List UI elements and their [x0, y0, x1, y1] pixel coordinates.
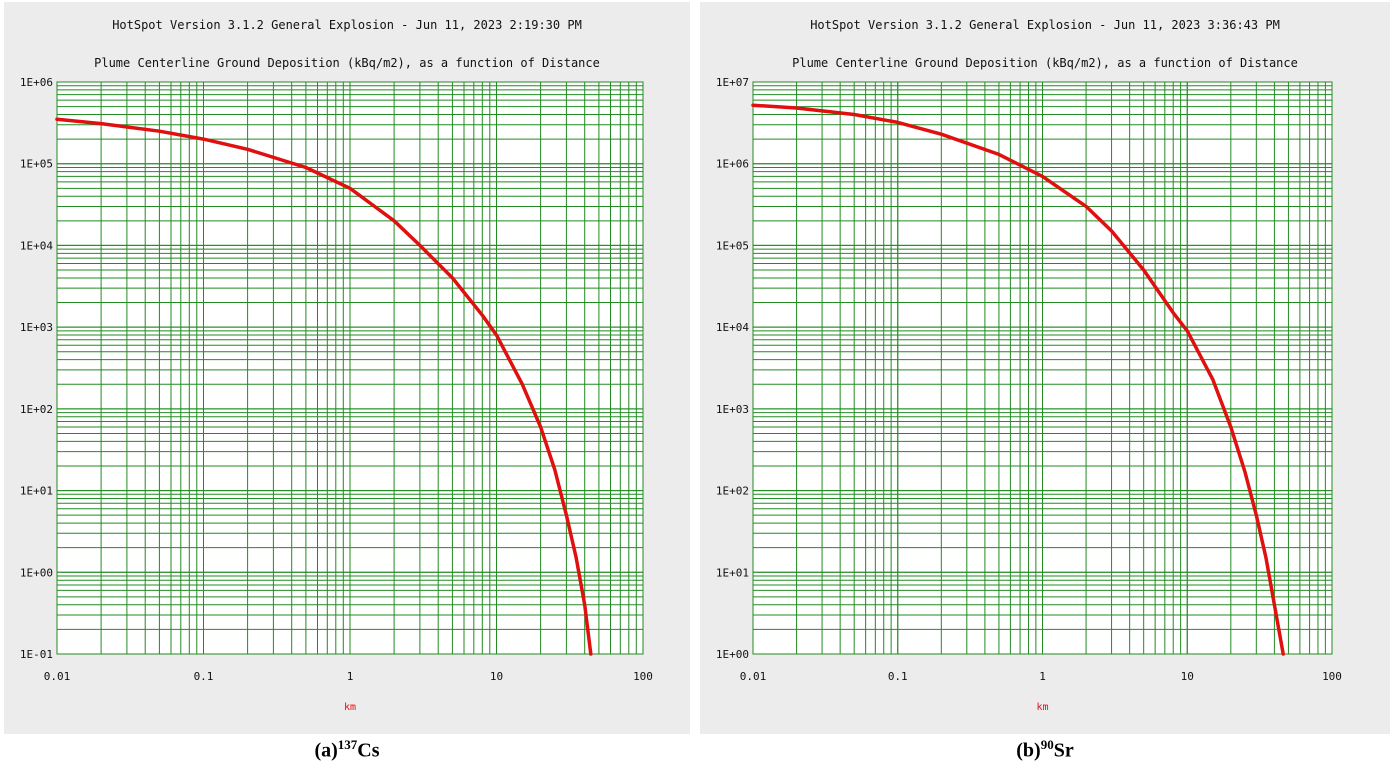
caption-element: Sr [1053, 739, 1074, 762]
caption-element: Cs [357, 739, 380, 762]
y-tick-label: 1E+04 [716, 321, 749, 334]
x-tick-label: 1 [347, 670, 354, 683]
x-tick-label: 10 [1181, 670, 1194, 683]
plot-area: 1E-01 1E+00 1E+01 1E+02 1E+03 1E+04 1E+05 1E+06… [20, 76, 653, 713]
y-tick-label: 1E+02 [716, 485, 749, 498]
y-tick-label: 1E+02 [20, 403, 53, 416]
x-tick-label: 100 [633, 670, 653, 683]
figure-caption-a: (a)137Cs [247, 737, 447, 763]
series-line [751, 103, 1285, 656]
chart-title: HotSpot Version 3.1.2 General Explosion … [810, 18, 1280, 32]
grid [56, 81, 644, 655]
x-axis-label: km [344, 702, 356, 713]
x-tick-label: 0.01 [44, 670, 71, 683]
chart-panel-a: HotSpot Version 3.1.2 General Explosion … [4, 2, 690, 734]
y-tick-label: 1E-01 [20, 648, 53, 661]
series-line [55, 117, 593, 656]
y-tick-label: 1E+03 [20, 321, 53, 334]
y-tick-label: 1E+00 [716, 648, 749, 661]
x-tick-label: 0.1 [194, 670, 214, 683]
figure-caption-b: (b)90Sr [945, 737, 1145, 763]
x-tick-label: 10 [490, 670, 503, 683]
y-tick-label: 1E+04 [20, 239, 53, 252]
y-tick-label: 1E+06 [716, 158, 749, 171]
chart-subtitle: Plume Centerline Ground Deposition (kBq/… [94, 56, 600, 70]
y-tick-label: 1E+01 [716, 566, 749, 579]
x-tick-label: 100 [1322, 670, 1342, 683]
chart-panel-b: HotSpot Version 3.1.2 General Explosion … [700, 2, 1390, 734]
caption-isotope-mass: 90 [1040, 737, 1054, 752]
y-tick-label: 1E+00 [20, 566, 53, 579]
plot-area: 1E+00 1E+01 1E+02 1E+03 1E+04 1E+05 1E+06 1E+07… [716, 76, 1342, 713]
y-tick-label: 1E+07 [716, 76, 749, 89]
chart-subtitle: Plume Centerline Ground Deposition (kBq/… [792, 56, 1298, 70]
y-tick-label: 1E+03 [716, 403, 749, 416]
chart-title: HotSpot Version 3.1.2 General Explosion … [112, 18, 582, 32]
y-tick-label: 1E+05 [20, 158, 53, 171]
caption-prefix: (b) [1016, 739, 1041, 762]
plot-frame [752, 81, 1333, 655]
caption-isotope-mass: 137 [337, 737, 358, 752]
x-tick-label: 1 [1039, 670, 1046, 683]
x-tick-label: 0.01 [740, 670, 767, 683]
plot-frame [56, 81, 644, 655]
caption-prefix: (a) [314, 739, 338, 762]
grid [752, 81, 1333, 655]
x-axis-label: km [1036, 702, 1048, 713]
y-tick-label: 1E+01 [20, 485, 53, 498]
y-tick-label: 1E+05 [716, 239, 749, 252]
x-tick-label: 0.1 [888, 670, 908, 683]
y-tick-label: 1E+06 [20, 76, 53, 89]
